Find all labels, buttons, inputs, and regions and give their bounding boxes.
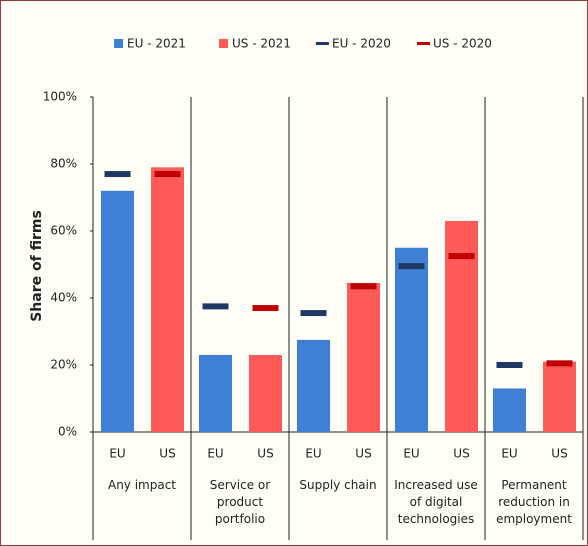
category-label: Increased use of digital technologies [394, 478, 478, 526]
sub-label: EU [501, 447, 517, 461]
category-label: Service or product portfolio [209, 478, 271, 526]
bar [445, 220, 478, 432]
sub-label: US [257, 447, 273, 461]
marker [202, 303, 229, 310]
sub-label: EU [305, 447, 321, 461]
sub-label: US [551, 447, 567, 461]
sub-label: US [159, 447, 175, 461]
marker [350, 283, 377, 290]
marker [496, 362, 523, 368]
legend-label: US - 2021 [232, 37, 291, 51]
bar [249, 354, 282, 432]
bar [199, 354, 232, 432]
y-tick-label: 0% [58, 425, 77, 439]
y-tick-label: 40% [50, 291, 77, 305]
legend-swatch [114, 39, 123, 48]
legend-swatch [219, 39, 228, 48]
marker [398, 263, 425, 270]
sub-label: EU [403, 447, 419, 461]
sub-label: US [453, 447, 469, 461]
legend-label: EU - 2021 [127, 37, 186, 51]
marker [546, 360, 573, 367]
y-tick-label: 100% [43, 90, 77, 104]
bar [493, 388, 526, 432]
legend-swatch [316, 42, 329, 45]
marker [154, 171, 181, 178]
legend-label: EU - 2020 [332, 37, 391, 51]
y-tick-label: 80% [50, 157, 77, 171]
sub-label: US [355, 447, 371, 461]
category-label: Permanent reduction in employment [496, 478, 572, 526]
category-label: Any impact [107, 478, 177, 492]
marker [104, 171, 131, 178]
sub-label: EU [109, 447, 125, 461]
marker [252, 305, 279, 312]
bar [347, 282, 380, 432]
sub-label: EU [207, 447, 223, 461]
legend-swatch [417, 42, 430, 45]
bar [297, 339, 330, 432]
y-axis-label: Share of firms [29, 210, 45, 322]
bar [395, 247, 428, 432]
bar [101, 190, 134, 432]
bar [543, 361, 576, 432]
marker [300, 310, 327, 317]
category-label: Supply chain [299, 478, 377, 492]
legend-label: US - 2020 [433, 37, 492, 51]
bar [151, 167, 184, 432]
y-tick-label: 20% [50, 358, 77, 372]
y-tick-label: 60% [50, 224, 77, 238]
marker [448, 253, 475, 260]
